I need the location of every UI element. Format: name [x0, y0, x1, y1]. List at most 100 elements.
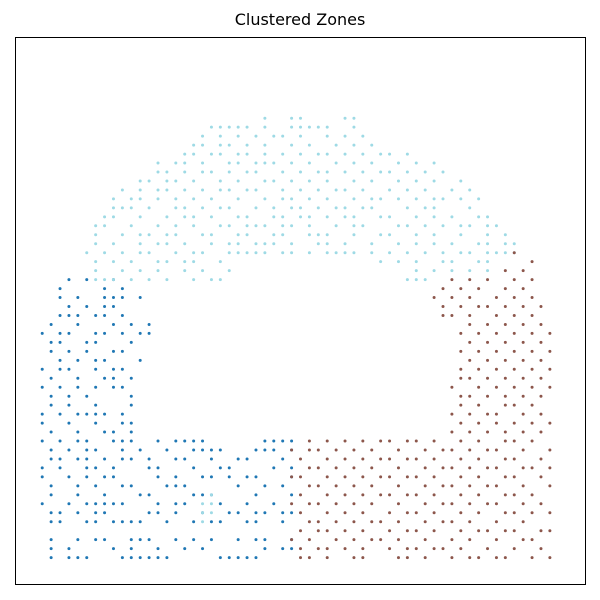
data-point — [236, 251, 240, 255]
data-point — [521, 484, 525, 488]
data-point — [94, 331, 98, 335]
data-point — [379, 197, 383, 201]
data-point — [503, 358, 507, 362]
data-point — [201, 143, 205, 147]
data-point — [459, 233, 463, 237]
data-point — [441, 520, 445, 524]
data-point — [67, 278, 71, 282]
data-point — [512, 493, 516, 497]
data-point — [307, 538, 311, 542]
data-point — [450, 538, 454, 542]
data-point — [120, 412, 124, 416]
data-point — [512, 403, 516, 407]
data-point — [530, 538, 534, 542]
data-point — [272, 448, 276, 452]
data-point — [352, 161, 356, 165]
data-point — [85, 251, 89, 255]
data-point — [165, 170, 169, 174]
data-point — [388, 457, 392, 461]
data-point — [272, 233, 276, 237]
data-point — [441, 448, 445, 452]
data-point — [49, 511, 53, 515]
data-point — [361, 493, 365, 497]
data-point — [58, 367, 62, 371]
data-point — [120, 269, 124, 273]
data-point — [192, 538, 196, 542]
data-point — [441, 484, 445, 488]
data-point — [494, 484, 498, 488]
data-point — [103, 251, 107, 255]
data-point — [165, 278, 169, 282]
data-point — [512, 242, 516, 246]
data-point — [209, 125, 213, 129]
data-point — [441, 502, 445, 506]
data-point — [307, 224, 311, 228]
data-point — [414, 179, 418, 183]
data-point — [156, 197, 160, 201]
data-point — [272, 242, 276, 246]
data-point — [40, 439, 44, 443]
data-point — [307, 502, 311, 506]
data-point — [396, 466, 400, 470]
data-point — [539, 376, 543, 380]
data-point — [316, 520, 320, 524]
data-point — [67, 403, 71, 407]
data-point — [218, 206, 222, 210]
data-point — [325, 457, 329, 461]
data-point — [183, 260, 187, 264]
data-point — [414, 547, 418, 551]
data-point — [441, 197, 445, 201]
data-point — [76, 538, 80, 542]
data-point — [218, 143, 222, 147]
data-point — [254, 206, 258, 210]
data-point — [468, 313, 472, 317]
data-point — [468, 269, 472, 273]
data-point — [450, 430, 454, 434]
data-point — [486, 412, 490, 416]
data-point — [379, 493, 383, 497]
data-point — [423, 466, 427, 470]
data-point — [290, 448, 294, 452]
data-point — [111, 475, 115, 479]
data-point — [183, 269, 187, 273]
data-point — [405, 206, 409, 210]
data-point — [209, 448, 213, 452]
data-point — [49, 547, 53, 551]
data-point — [299, 475, 302, 479]
data-point — [494, 556, 498, 560]
data-point — [450, 215, 454, 219]
data-point — [432, 269, 436, 273]
data-point — [299, 493, 302, 497]
data-point — [227, 206, 231, 210]
data-point — [245, 188, 249, 192]
data-point — [76, 313, 80, 317]
data-point — [85, 340, 89, 344]
data-point — [49, 556, 53, 560]
data-point — [352, 143, 356, 147]
data-point — [361, 170, 365, 174]
data-point — [432, 206, 436, 210]
data-point — [414, 161, 418, 165]
data-point — [494, 331, 498, 335]
data-point — [67, 367, 71, 371]
data-point — [281, 215, 285, 219]
data-point — [174, 179, 178, 183]
data-point — [477, 556, 481, 560]
data-point — [147, 493, 151, 497]
data-point — [361, 556, 365, 560]
data-point — [307, 251, 311, 255]
data-point — [201, 547, 205, 551]
data-point — [129, 340, 133, 344]
data-point — [450, 412, 454, 416]
data-point — [539, 412, 543, 416]
data-point — [263, 538, 267, 542]
data-point — [138, 215, 142, 219]
data-point — [58, 439, 62, 443]
data-point — [486, 448, 490, 452]
data-point — [388, 493, 392, 497]
data-point — [512, 547, 516, 551]
data-point — [432, 215, 436, 219]
data-point — [405, 547, 409, 551]
data-point — [156, 161, 160, 165]
